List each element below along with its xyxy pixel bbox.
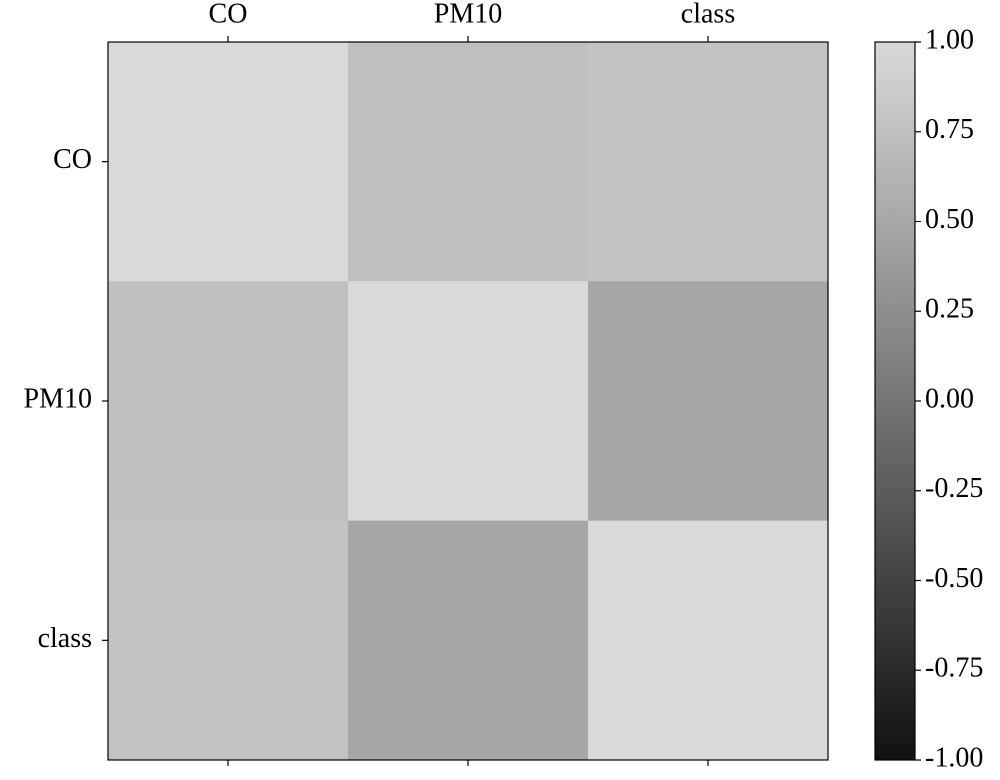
colorbar-tick-label: -0.50	[925, 563, 983, 594]
colorbar-tick-label: 0.50	[925, 204, 974, 235]
colorbar-tick-label: 1.00	[925, 24, 974, 55]
heatmap-cell	[588, 42, 829, 282]
x-tick-label: class	[681, 0, 735, 29]
colorbar-tick-label: 0.25	[925, 294, 974, 325]
x-tick-label: PM10	[434, 0, 502, 29]
y-tick-label: PM10	[24, 383, 92, 414]
colorbar-tick-label: -1.00	[925, 742, 983, 773]
colorbar-tick-label: -0.25	[925, 473, 983, 504]
y-tick-label: class	[38, 623, 92, 654]
heatmap-cell	[588, 520, 829, 761]
y-tick-label: CO	[53, 144, 92, 175]
colorbar-tick-label: 0.00	[925, 383, 974, 414]
heatmap-cell	[348, 42, 589, 282]
colorbar-tick-label: -0.75	[925, 653, 983, 684]
heatmap-cell	[348, 520, 589, 761]
x-tick-label: CO	[209, 0, 248, 29]
colorbar	[874, 41, 916, 761]
colorbar-tick-label: 0.75	[925, 114, 974, 145]
heatmap-cell	[348, 281, 589, 522]
heatmap-cell	[108, 520, 349, 761]
heatmap-cell	[108, 42, 349, 282]
heatmap-cell	[588, 281, 829, 522]
heatmap-cell	[108, 281, 349, 522]
